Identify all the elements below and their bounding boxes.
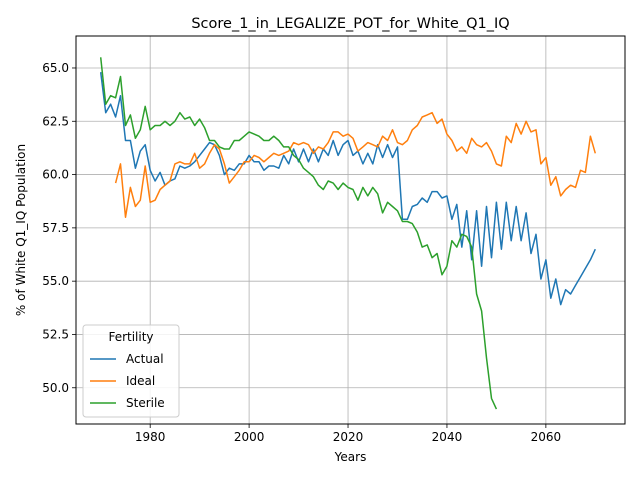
x-axis-title: Years — [334, 450, 367, 464]
y-tick-label: 52.5 — [42, 327, 69, 341]
series-lines — [99, 57, 597, 410]
legend-title: Fertility — [108, 330, 153, 344]
x-tick-label: 2020 — [333, 430, 364, 444]
series-line-ideal — [114, 111, 597, 218]
y-tick-label: 57.5 — [42, 221, 69, 235]
legend-label-sterile: Sterile — [126, 396, 165, 410]
chart-title: Score_1_in_LEGALIZE_POT_for_White_Q1_IQ — [191, 16, 509, 32]
legend-label-actual: Actual — [126, 352, 164, 366]
x-tick-label: 2060 — [531, 430, 562, 444]
legend-label-ideal: Ideal — [126, 374, 155, 388]
legend: Fertility Actual Ideal Sterile — [82, 324, 180, 418]
y-tick-label: 50.0 — [42, 381, 69, 395]
axes-frame — [75, 35, 626, 425]
y-tick-label: 62.5 — [42, 114, 69, 128]
legend-box — [82, 324, 180, 418]
x-tick-label: 1980 — [135, 430, 166, 444]
series-line-actual — [99, 72, 596, 306]
x-tick-label: 2000 — [234, 430, 265, 444]
series-line-sterile — [99, 57, 498, 410]
y-tick-label: 55.0 — [42, 274, 69, 288]
y-tick-label: 60.0 — [42, 168, 69, 182]
axis-ticks: 1980 2000 2020 2040 2060 50.0 52.5 55.0 57.5 60.0… — [42, 61, 561, 444]
y-tick-label: 65.0 — [42, 61, 69, 75]
x-tick-label: 2040 — [432, 430, 463, 444]
y-axis-title: % of White Q1_IQ Population — [14, 144, 28, 316]
